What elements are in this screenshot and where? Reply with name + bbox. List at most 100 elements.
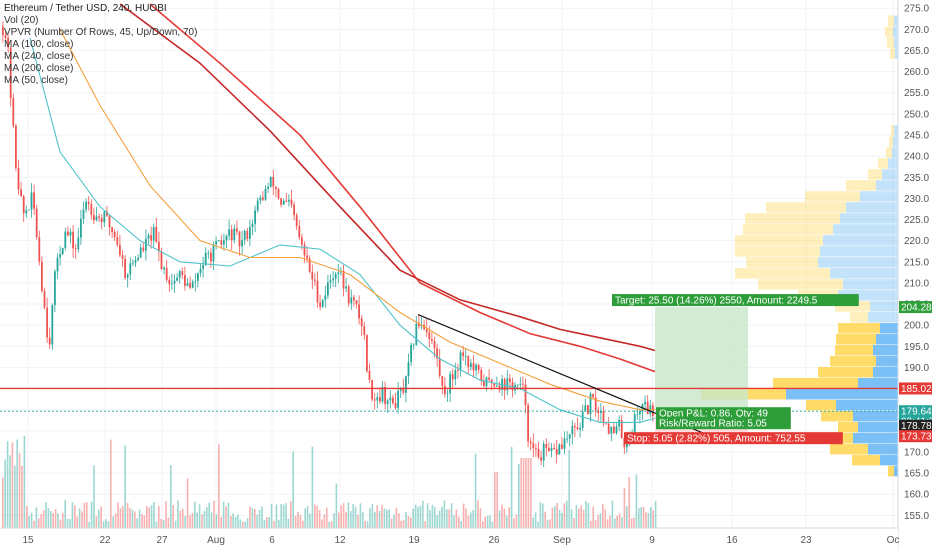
candle-body bbox=[558, 444, 561, 455]
stop-label-text: Stop: 5.05 (2.82%) 505, Amount: 752.55 bbox=[627, 434, 806, 445]
vp-bar-down bbox=[830, 268, 898, 279]
volume-bar bbox=[566, 500, 568, 528]
volume-bar bbox=[563, 503, 566, 528]
candle-body bbox=[64, 231, 67, 249]
price-badge-bg bbox=[899, 301, 932, 314]
time-tick-label: 27 bbox=[156, 535, 168, 546]
stop-label-bg bbox=[624, 432, 843, 445]
candle-body bbox=[587, 405, 589, 415]
volume-bar bbox=[95, 516, 98, 528]
volume-bar bbox=[280, 503, 282, 528]
target-label-bg bbox=[612, 294, 859, 307]
volume-bar bbox=[441, 507, 443, 528]
legend-vpvr[interactable]: VPVR (Number Of Rows, 45, Up/Down, 70) bbox=[4, 27, 198, 38]
vp-bar-up bbox=[836, 334, 876, 345]
volume-bar bbox=[570, 509, 573, 528]
volume-bar bbox=[455, 509, 458, 528]
volume-bar bbox=[237, 514, 239, 528]
candle-body bbox=[381, 386, 384, 402]
price-tick-label: 240.0 bbox=[904, 152, 929, 163]
vp-bar-up bbox=[888, 15, 894, 26]
volume-bar bbox=[314, 504, 316, 528]
volume-bar bbox=[326, 507, 328, 528]
legend-vol[interactable]: Vol (20) bbox=[4, 15, 39, 26]
volume-bar bbox=[210, 512, 213, 528]
volume-bar bbox=[520, 458, 522, 528]
vp-bar-down bbox=[846, 202, 898, 213]
candle-body bbox=[394, 403, 397, 408]
candle-body bbox=[178, 271, 181, 278]
candle-body bbox=[90, 204, 93, 215]
vp-bar-down bbox=[858, 377, 898, 389]
candle-body bbox=[20, 189, 22, 197]
candle-body bbox=[449, 374, 451, 394]
legend-ma100[interactable]: MA (100, close) bbox=[4, 39, 74, 50]
vp-bar-up bbox=[885, 26, 893, 37]
time-tick-label: 19 bbox=[408, 535, 420, 546]
vp-bar-up bbox=[846, 180, 876, 191]
candle-body bbox=[38, 237, 41, 262]
volume-bar bbox=[414, 504, 417, 528]
vp-bar-down bbox=[843, 279, 898, 290]
volume-bar bbox=[462, 503, 465, 528]
volume-bar bbox=[642, 506, 645, 528]
volume-bar bbox=[606, 519, 609, 528]
candle-body bbox=[225, 235, 228, 241]
candle-body bbox=[51, 305, 54, 345]
legend-ma50[interactable]: MA (50, close) bbox=[4, 75, 68, 86]
candle-body bbox=[59, 253, 61, 258]
vp-bar-up bbox=[886, 147, 892, 158]
price-tick-label: 265.0 bbox=[904, 46, 929, 57]
candle-body bbox=[467, 356, 470, 367]
vp-bar-down bbox=[892, 147, 898, 158]
price-badge-text: 178.78 bbox=[901, 421, 932, 432]
candle-body bbox=[459, 352, 462, 371]
volume-bar bbox=[458, 516, 460, 528]
volume-bar bbox=[376, 505, 378, 528]
volume-bar bbox=[431, 504, 434, 528]
volume-bar bbox=[554, 506, 556, 528]
volume-bar bbox=[556, 503, 558, 528]
volume-bar bbox=[510, 446, 513, 528]
volume-bar bbox=[568, 449, 570, 528]
candle-body bbox=[579, 427, 581, 430]
volume-bar bbox=[597, 515, 599, 528]
candle-body bbox=[607, 423, 610, 434]
volume-bar bbox=[508, 507, 510, 528]
candle-body bbox=[441, 375, 444, 386]
volume-bar bbox=[165, 501, 167, 528]
vp-bar-down bbox=[836, 399, 898, 411]
symbol-title[interactable]: Ethereum / Tether USD, 240, HUOBI bbox=[4, 3, 167, 14]
candle-body bbox=[298, 226, 301, 238]
volume-bar bbox=[477, 500, 479, 528]
legend-ma240[interactable]: MA (240, close) bbox=[4, 51, 74, 62]
volume-bar bbox=[112, 516, 114, 528]
candle-body bbox=[480, 369, 483, 382]
price-badge: 173.73 bbox=[899, 430, 932, 443]
volume-bar bbox=[395, 507, 398, 528]
volume-bar bbox=[206, 507, 208, 528]
pnl-label-bg bbox=[656, 407, 791, 420]
volume-bar bbox=[539, 502, 542, 528]
candle-body bbox=[15, 125, 17, 168]
candle-body bbox=[217, 240, 220, 242]
volume-bar bbox=[126, 502, 129, 528]
price-badge-text: 173.73 bbox=[901, 432, 932, 443]
volume-bar bbox=[402, 519, 405, 528]
volume-bar bbox=[436, 515, 438, 528]
price-badge-text: 185.02 bbox=[901, 384, 932, 395]
candle-body bbox=[613, 426, 615, 434]
legend-ma200[interactable]: MA (200, close) bbox=[4, 63, 74, 74]
vp-bar-down bbox=[858, 421, 898, 433]
volume-bar bbox=[542, 503, 544, 528]
candle-body bbox=[212, 244, 215, 262]
price-tick-label: 195.0 bbox=[904, 342, 929, 353]
volume-bar bbox=[405, 511, 407, 528]
volume-bar bbox=[333, 513, 335, 528]
volume-bar bbox=[131, 509, 134, 528]
volume-bar bbox=[393, 514, 395, 528]
candle-body bbox=[311, 272, 314, 280]
target-label: Target: 25.50 (14.26%) 2550, Amount: 224… bbox=[612, 294, 859, 307]
candle-body bbox=[251, 223, 254, 228]
